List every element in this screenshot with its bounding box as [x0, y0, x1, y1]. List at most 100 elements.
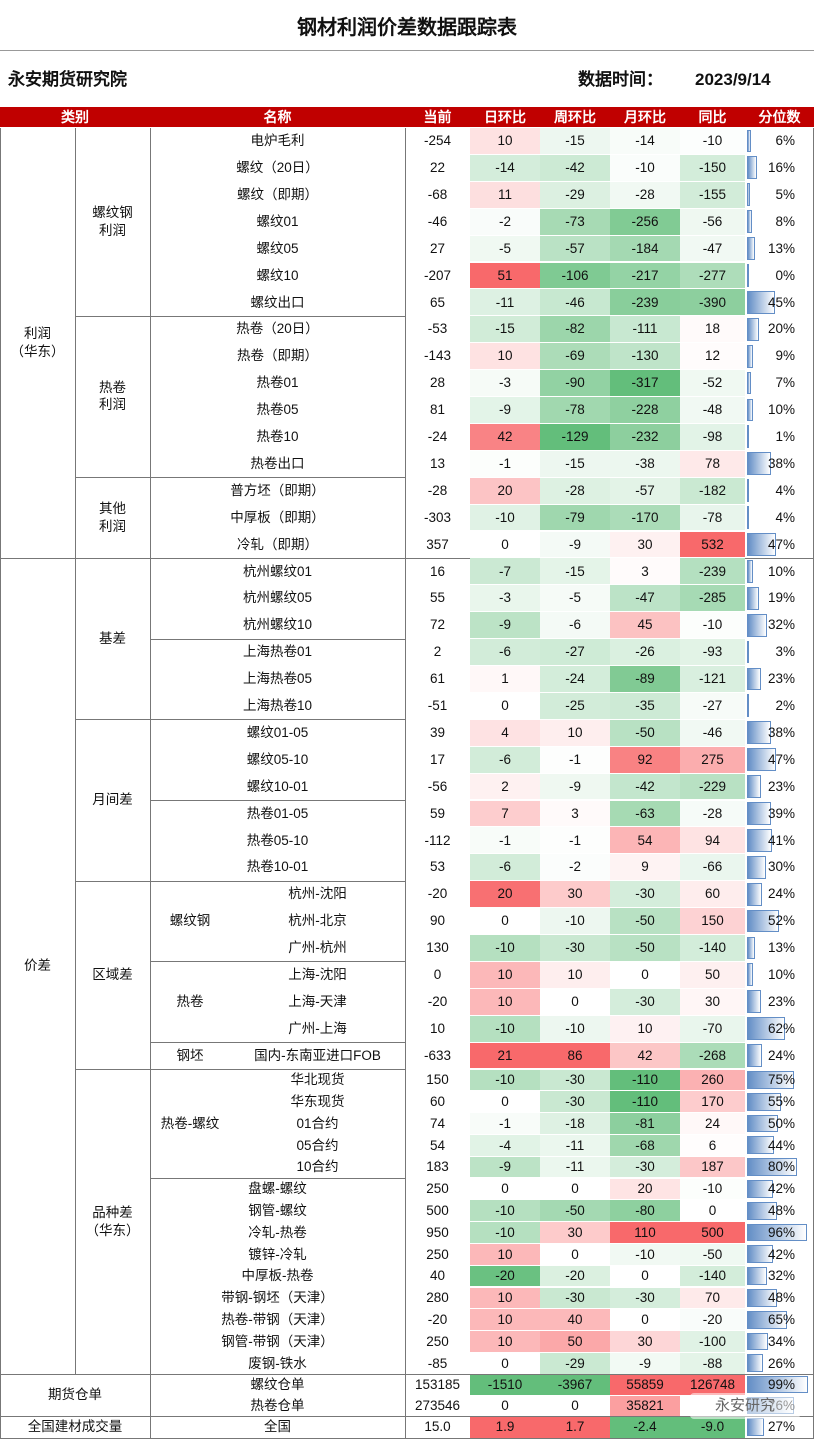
heat-cell: [540, 827, 610, 854]
value-cell: 950: [426, 1224, 449, 1240]
value-cell: -268: [698, 1047, 727, 1063]
heat-cell: [470, 1091, 540, 1113]
percentile-label: 44%: [767, 1137, 795, 1153]
border: [75, 880, 405, 882]
border: [0, 557, 1, 1375]
header-bar: [0, 107, 814, 127]
heat-cell: [680, 773, 745, 800]
value-cell: -63: [635, 805, 655, 821]
value-cell: -143: [423, 348, 452, 364]
heat-cell: [540, 746, 610, 773]
percentile-label: 23%: [767, 778, 795, 794]
heat-cell: [680, 1113, 745, 1134]
row-name: 杭州-北京: [288, 913, 347, 929]
heat-cell: [540, 881, 610, 908]
heat-cell: [470, 1178, 540, 1200]
value-cell: 30: [567, 886, 583, 902]
heat-cell: [470, 800, 540, 827]
heat-cell: [680, 1134, 745, 1156]
value-cell: -11: [565, 1159, 585, 1175]
percentile-bar: [747, 344, 753, 368]
row-name: 废钢-铁水: [248, 1355, 307, 1371]
heat-cell: [540, 1200, 610, 1222]
value-cell: 1: [501, 671, 509, 687]
border: [150, 961, 405, 963]
value-cell: 250: [426, 1246, 449, 1262]
row-name: 05合约: [296, 1137, 339, 1153]
heat-cell: [680, 1374, 745, 1395]
date-label: 数据时间：: [578, 69, 663, 89]
group-label: 基差: [99, 630, 126, 646]
value-cell: -35: [635, 698, 655, 714]
value-cell: -66: [702, 859, 723, 875]
value-cell: -14: [495, 160, 515, 176]
value-cell: -6: [498, 859, 511, 875]
heat-cell: [680, 692, 745, 719]
percentile-label: 7%: [775, 375, 795, 391]
value-cell: 150: [426, 1072, 449, 1088]
percentile-label: 41%: [767, 832, 795, 848]
heat-cell: [610, 1331, 680, 1352]
value-cell: 3: [571, 805, 579, 821]
heat-cell: [540, 1352, 610, 1374]
heat-cell: [540, 1374, 610, 1395]
value-cell: 30: [637, 536, 653, 552]
row-name: 热卷05-10: [246, 832, 309, 848]
heat-cell: [680, 1243, 745, 1265]
heat-cell: [610, 423, 680, 450]
value-cell: 78: [704, 455, 721, 471]
percentile-bar: [747, 129, 751, 153]
heat-cell: [540, 1042, 610, 1069]
heat-cell: [610, 1287, 680, 1309]
value-cell: 20: [497, 482, 513, 498]
value-cell: -15: [565, 455, 585, 471]
heat-cell: [680, 450, 745, 477]
value-cell: -30: [565, 1290, 585, 1306]
percentile-bar: [747, 479, 750, 503]
heat-cell: [470, 1374, 540, 1395]
row-name: 华东现货: [290, 1093, 345, 1109]
row-name: 上海热卷05: [242, 671, 313, 687]
value-cell: -48: [702, 402, 723, 418]
heat-cell: [470, 827, 540, 854]
value-cell: 42: [497, 429, 513, 445]
value-cell: 24: [704, 1115, 721, 1131]
percentile-label: 24%: [767, 886, 795, 902]
heat-cell: [540, 477, 610, 504]
heat-cell: [470, 154, 540, 181]
percentile-label: 3%: [775, 644, 795, 660]
value-cell: -20: [702, 1311, 723, 1327]
heat-cell: [540, 208, 610, 235]
value-cell: -10: [702, 617, 723, 633]
heat-cell: [470, 262, 540, 289]
heat-cell: [610, 128, 680, 154]
value-cell: 0: [641, 967, 649, 983]
value-cell: -10: [635, 1246, 655, 1262]
border: [150, 800, 405, 801]
heat-cell: [540, 1015, 610, 1042]
percentile-label: 19%: [767, 590, 795, 606]
value-cell: 130: [426, 940, 449, 956]
percentile-bar: [747, 882, 762, 906]
value-cell: -9: [498, 617, 511, 633]
heat-cell: [610, 397, 680, 423]
heat-cell: [680, 1042, 745, 1069]
border: [75, 557, 76, 1375]
value-cell: 0: [501, 1181, 509, 1197]
heat-cell: [540, 450, 610, 477]
percentile-label: 38%: [767, 724, 795, 740]
row-name: 热卷10: [256, 429, 299, 445]
value-cell: -9: [638, 1355, 651, 1371]
percentile-label: 48%: [767, 1202, 795, 1218]
section-label: 利润 （华东）: [10, 326, 65, 359]
heat-cell: [610, 773, 680, 800]
value-cell: -69: [565, 348, 585, 364]
watermark: 永安研究: [690, 1393, 800, 1419]
value-cell: -30: [565, 1072, 585, 1088]
percentile-label: 96%: [767, 1224, 795, 1240]
heat-cell: [470, 1331, 540, 1352]
value-cell: -46: [702, 724, 723, 740]
percentile-label: 9%: [775, 348, 795, 364]
section-label: 全国建材成交量: [27, 1419, 123, 1435]
value-cell: 6: [708, 1137, 717, 1153]
